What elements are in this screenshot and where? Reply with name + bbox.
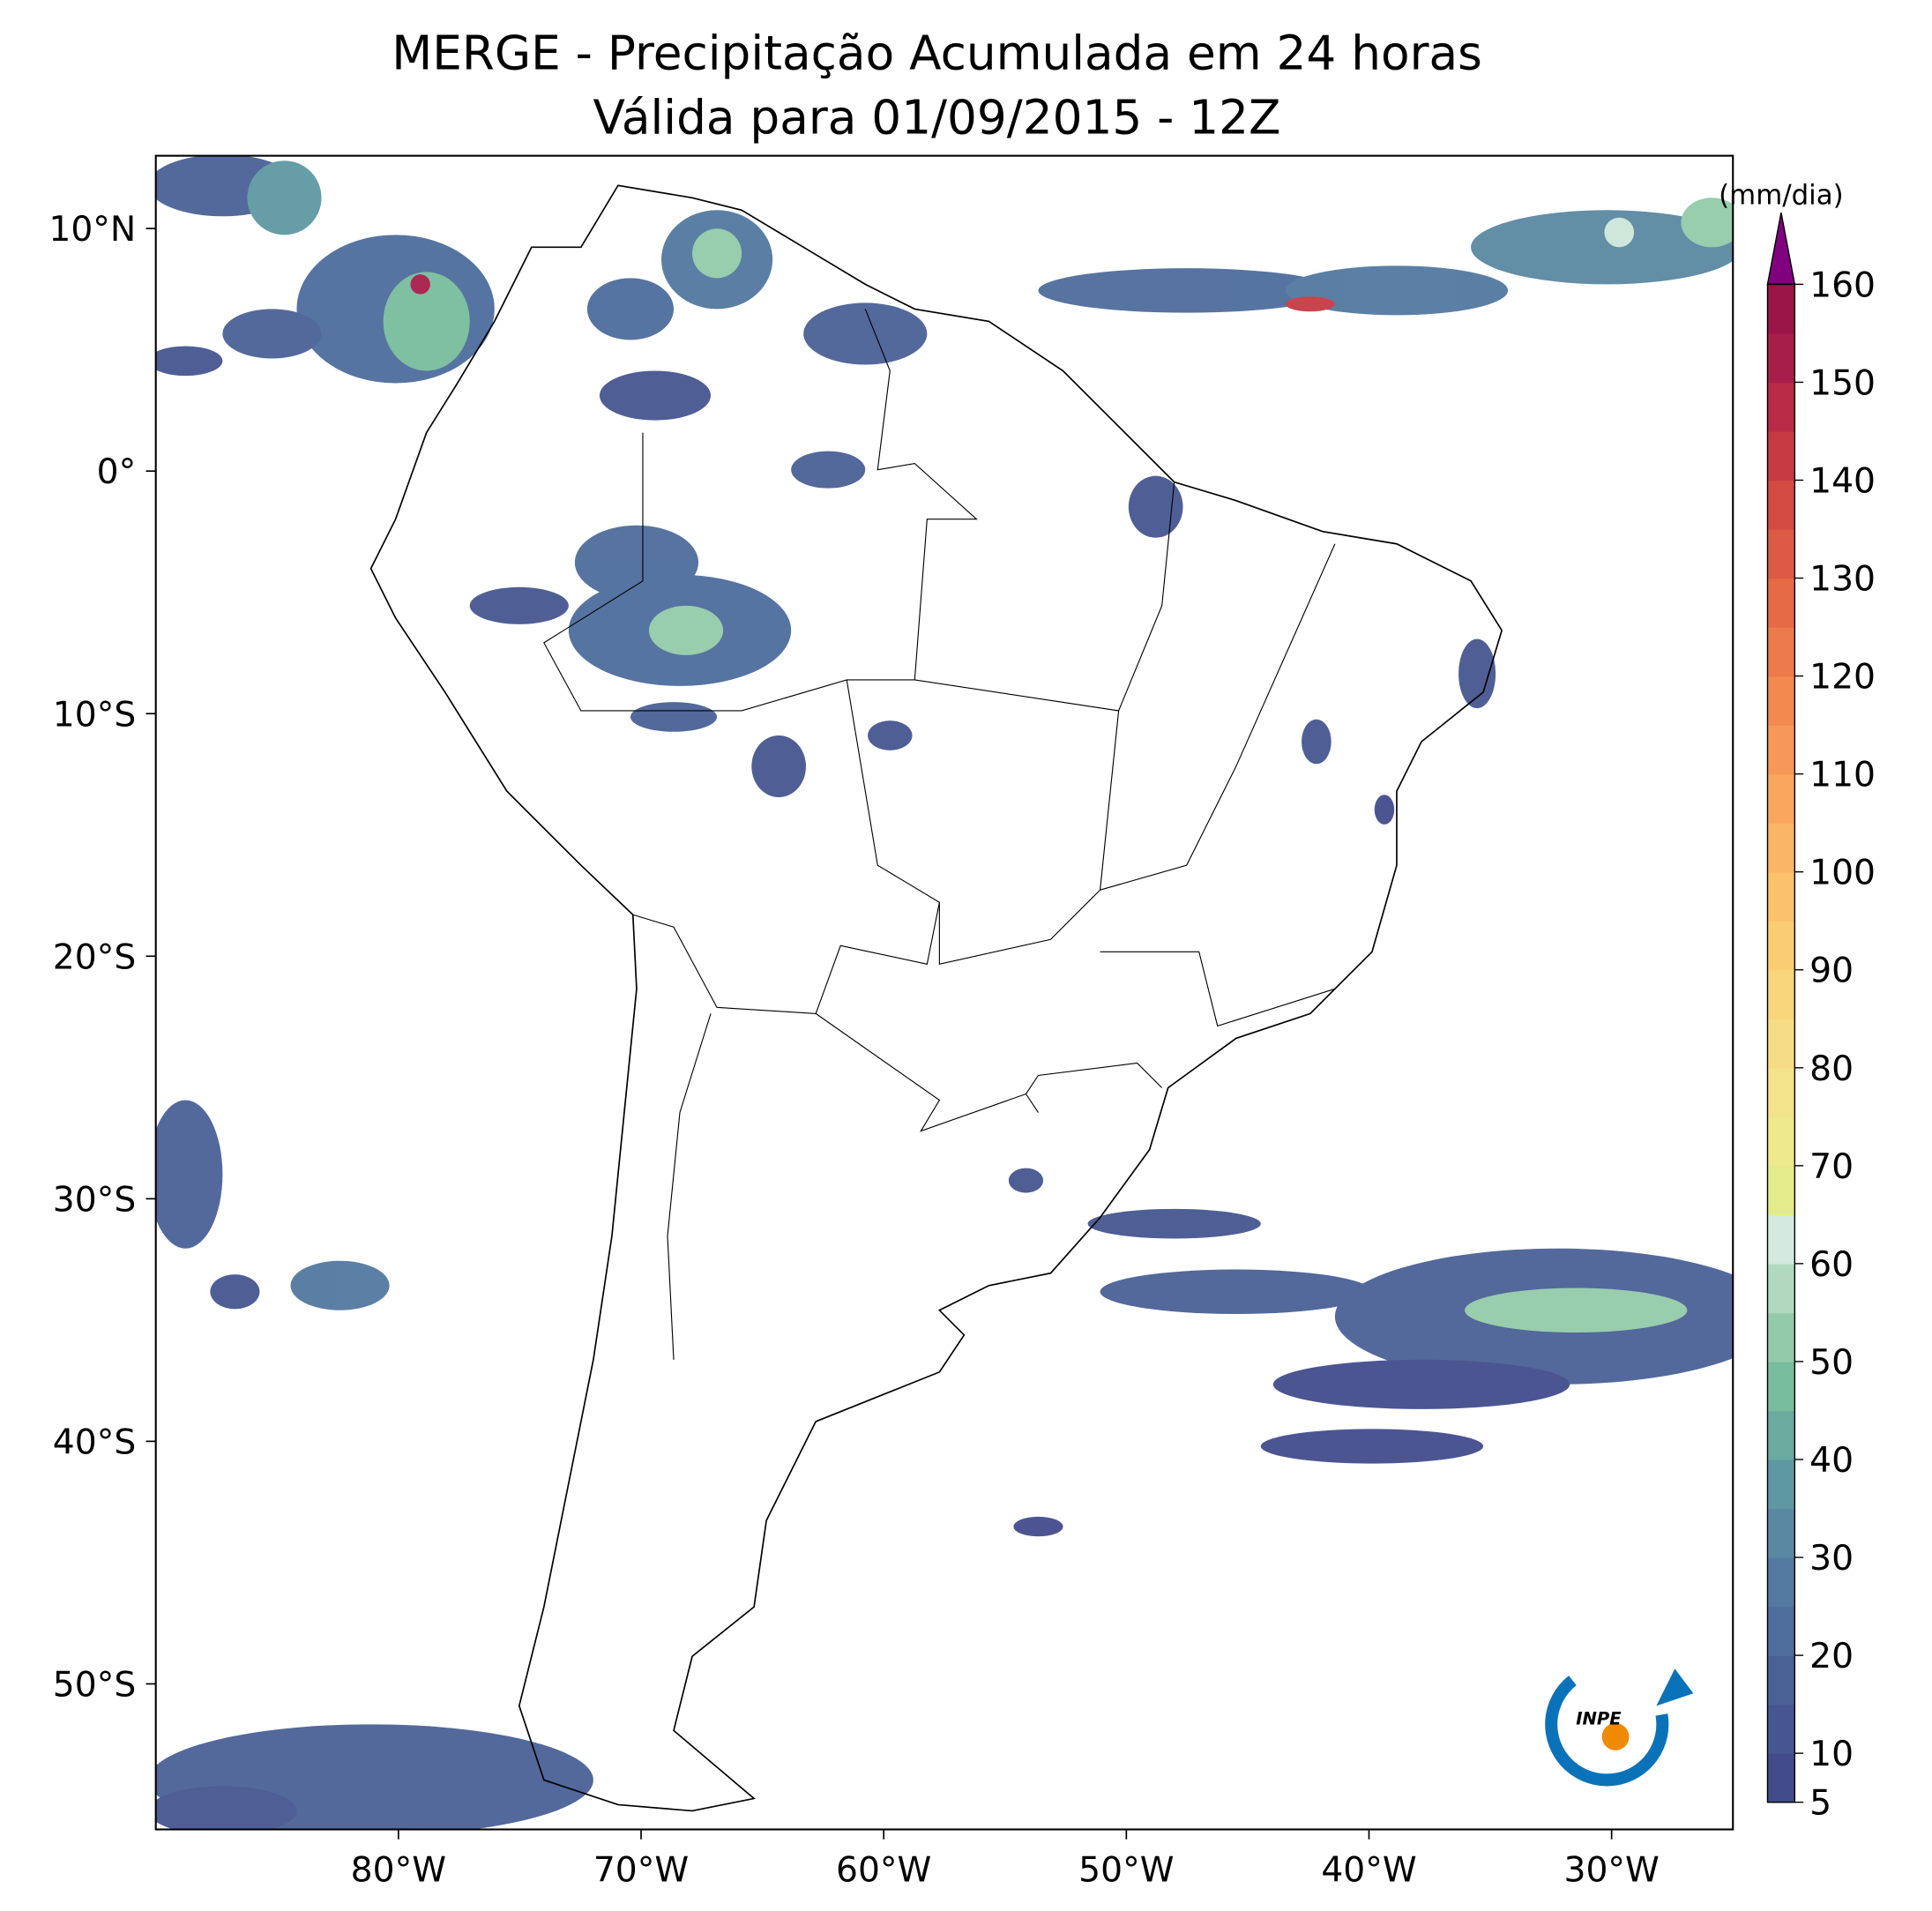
subtitle: Válida para 01/09/2015 - 12Z: [593, 90, 1281, 145]
colorbar-tick-label: 80: [1809, 1049, 1854, 1089]
colorbar-band: [1767, 1312, 1795, 1362]
x-tick-label: 80°W: [351, 1850, 446, 1890]
y-tick-label: 40°S: [53, 1422, 136, 1462]
inpe-logo: INPE: [1545, 1662, 1694, 1787]
colorbar-tick-label: 110: [1809, 756, 1876, 795]
colorbar-band: [1767, 480, 1795, 530]
colorbar-extend: [1766, 212, 1796, 286]
colorbar-band: [1767, 1508, 1795, 1558]
colorbar-tick-label: 10: [1809, 1735, 1854, 1774]
colorbar-band: [1767, 284, 1795, 334]
y-tick-label: 0°: [97, 452, 137, 492]
colorbar-tick-label: 150: [1809, 363, 1876, 403]
x-tick-label: 30°W: [1563, 1850, 1659, 1890]
colorbar-tick-label: 140: [1809, 462, 1876, 502]
colorbar-band: [1767, 1459, 1795, 1510]
title: MERGE - Precipitação Acumulada em 24 hor…: [392, 26, 1482, 80]
colorbar-band: [1767, 1606, 1795, 1656]
colorbar-tick-label: 60: [1809, 1245, 1854, 1285]
x-tick-label: 70°W: [593, 1850, 689, 1890]
colorbar-tick-label: 50: [1809, 1343, 1854, 1383]
colorbar-band: [1767, 1557, 1795, 1608]
axes: 80°W 70°W 60°W 50°W 40°W 30°W 10°N 0° 10°S 20°S 30…: [48, 210, 1659, 1890]
y-tick-label: 30°S: [53, 1180, 136, 1220]
colorbar-tick-label: 90: [1809, 952, 1854, 991]
x-tick-label: 40°W: [1321, 1850, 1416, 1890]
colorbar-band: [1767, 921, 1795, 971]
colorbar-band: [1767, 430, 1795, 481]
x-tick-label: 60°W: [836, 1850, 931, 1890]
colorbar-band: [1767, 1214, 1795, 1265]
colorbar-tick-label: 120: [1809, 658, 1876, 698]
colorbar-band: [1767, 773, 1795, 824]
colorbar-band: [1767, 1019, 1795, 1069]
colorbar-band: [1767, 1116, 1795, 1167]
colorbar-band: [1767, 676, 1795, 726]
colorbar-tick-label: 70: [1809, 1147, 1854, 1187]
colorbar-band: [1767, 725, 1795, 775]
colorbar-label: (mm/dia): [1719, 179, 1844, 211]
colorbar-tick-label: 160: [1809, 265, 1876, 305]
colorbar: 5 10 20 30 40 50 60 70 80 90 100 110 120 130 140 150 160…: [1719, 179, 1876, 1823]
svg-text:INPE: INPE: [1576, 1708, 1622, 1728]
colorbar-band: [1767, 1655, 1795, 1706]
colorbar-tick-label: 100: [1809, 854, 1876, 893]
colorbar-band: [1767, 823, 1795, 873]
colorbar-band: [1767, 1410, 1795, 1460]
colorbar-band: [1767, 1263, 1795, 1314]
x-tick-label: 50°W: [1078, 1850, 1174, 1890]
colorbar-band: [1767, 1361, 1795, 1412]
colorbar-band: [1767, 1067, 1795, 1118]
precip-field: [155, 155, 1734, 1830]
colorbar-tick-label: 130: [1809, 560, 1876, 600]
y-tick-label: 50°S: [53, 1665, 136, 1705]
colorbar-band: [1767, 627, 1795, 677]
colorbar-band: [1767, 382, 1795, 432]
y-tick-label: 10°N: [48, 210, 136, 250]
colorbar-band: [1767, 1753, 1795, 1803]
colorbar-tick-label: 5: [1809, 1784, 1831, 1824]
colorbar-tick-label: 30: [1809, 1539, 1854, 1579]
colorbar-tick-label: 40: [1809, 1441, 1854, 1481]
colorbar-tick-label: 20: [1809, 1637, 1854, 1676]
colorbar-band: [1767, 578, 1795, 628]
y-tick-label: 20°S: [53, 937, 136, 977]
colorbar-band: [1767, 529, 1795, 579]
colorbar-band: [1767, 332, 1795, 384]
y-tick-label: 10°S: [53, 695, 136, 735]
borders: [543, 309, 1336, 1360]
colorbar-band: [1767, 871, 1795, 922]
colorbar-frame: [1766, 283, 1796, 1803]
colorbar-band: [1767, 1704, 1795, 1754]
colorbar-band: [1767, 1165, 1795, 1216]
colorbar-band: [1767, 969, 1795, 1019]
map-frame: [154, 154, 1734, 1831]
coastline: [369, 184, 1503, 1812]
